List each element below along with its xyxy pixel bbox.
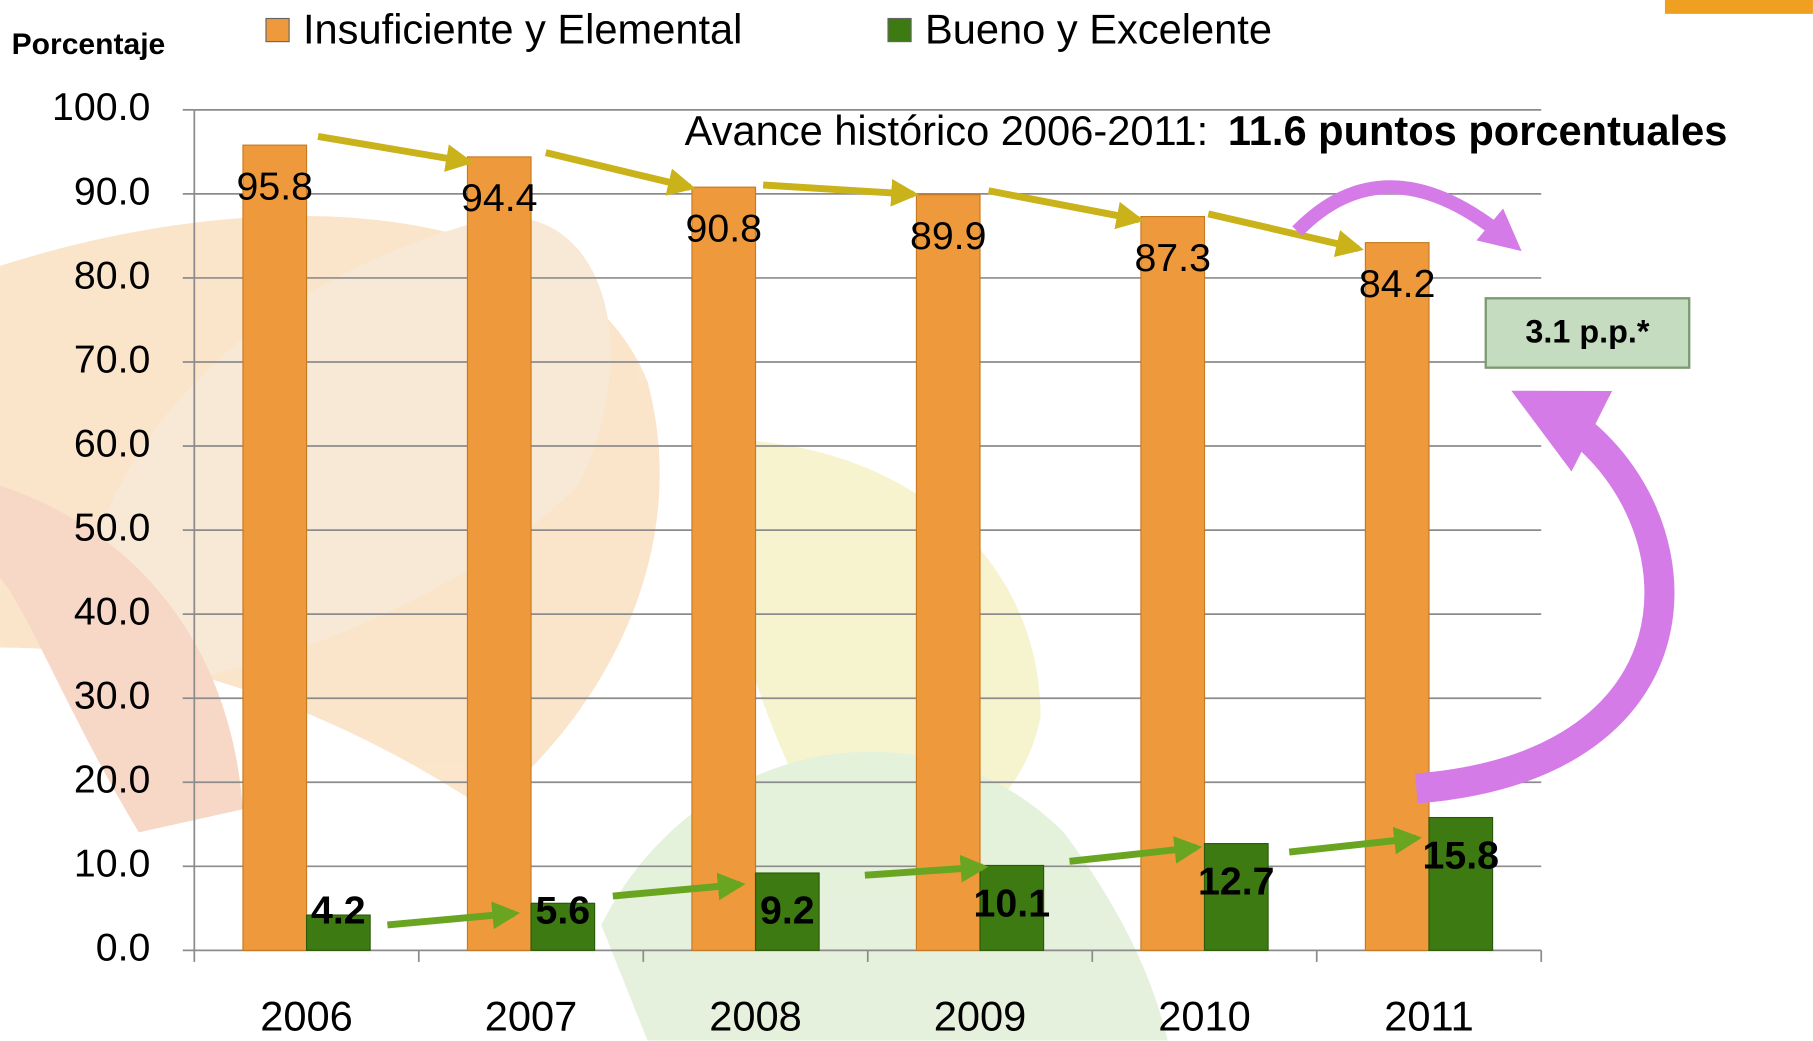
arrow xyxy=(1292,180,1522,252)
x-tick-label: 2011 xyxy=(1384,993,1473,1040)
arrow xyxy=(1415,390,1675,804)
annotation: Avance histórico 2006-2011: xyxy=(685,107,1209,154)
y-tick-label: 50.0 xyxy=(74,505,150,549)
legend-label: Insuficiente y Elemental xyxy=(303,5,742,52)
data-label: 90.8 xyxy=(685,206,761,250)
y-tick-label: 20.0 xyxy=(74,758,150,802)
data-label: 84.2 xyxy=(1359,262,1435,306)
data-label: 5.6 xyxy=(536,889,591,933)
x-tick-label: 2010 xyxy=(1158,993,1251,1040)
data-label: 15.8 xyxy=(1423,833,1499,877)
y-tick-label: 70.0 xyxy=(74,337,150,381)
arrow xyxy=(987,187,1145,230)
bar xyxy=(530,902,596,951)
bar xyxy=(466,156,532,951)
x-tick-label: 2008 xyxy=(709,993,802,1040)
y-tick-label: 100.0 xyxy=(52,85,150,129)
arrow xyxy=(612,872,746,901)
arrow xyxy=(544,149,696,196)
y-tick-label: 40.0 xyxy=(74,590,150,634)
bar xyxy=(1428,816,1494,951)
data-label: 95.8 xyxy=(237,164,313,208)
x-tick-label: 2006 xyxy=(260,993,353,1040)
grid: 0.0 10.0 20.0 30.0 40.0 50.0 60.0 70.0 80.0 90.0 1… xyxy=(52,85,1543,970)
annotation: 11.6 puntos porcentuales xyxy=(1228,107,1727,154)
x-tick-label: 2007 xyxy=(485,993,578,1040)
data-label: 12.7 xyxy=(1198,859,1274,903)
data-label: 87.3 xyxy=(1134,236,1210,280)
corner-decoration xyxy=(1664,0,1813,14)
y-tick-label: 0.0 xyxy=(96,926,151,970)
bar xyxy=(305,914,371,951)
annotation: 3.1 p.p.* xyxy=(1525,314,1649,350)
legend-swatch xyxy=(265,17,290,43)
data-label: 4.2 xyxy=(311,889,366,933)
bar xyxy=(1140,216,1206,951)
y-tick-label: 10.0 xyxy=(74,842,150,886)
arrow xyxy=(864,854,989,883)
trend-arrows xyxy=(317,133,1675,930)
bar xyxy=(754,872,820,951)
data-label: 9.2 xyxy=(760,889,815,933)
y-tick-label: 30.0 xyxy=(74,674,150,718)
arrow xyxy=(317,133,474,172)
legend: Insuficiente y Elemental Bueno y Excelent… xyxy=(265,5,1272,52)
data-label: 94.4 xyxy=(461,176,537,220)
bar xyxy=(979,864,1045,951)
bar xyxy=(915,194,981,951)
data-label: 10.1 xyxy=(974,881,1050,925)
arrow xyxy=(387,901,521,930)
bar xyxy=(691,186,757,951)
legend-label: Bueno y Excelente xyxy=(925,5,1272,52)
legend-swatch xyxy=(887,17,912,43)
x-tick-label: 2009 xyxy=(934,993,1027,1040)
arrow xyxy=(762,179,919,207)
data-label: 89.9 xyxy=(910,214,986,258)
arrow xyxy=(1288,826,1422,856)
arrow xyxy=(1207,210,1364,258)
arrow xyxy=(1069,836,1203,865)
y-tick-label: 60.0 xyxy=(74,421,150,465)
y-tick-label: 90.0 xyxy=(74,169,150,213)
annotation-box xyxy=(1484,297,1691,369)
bar xyxy=(1203,843,1269,951)
bar xyxy=(242,144,308,951)
y-tick-label: 80.0 xyxy=(74,253,150,297)
y-axis-label: Porcentaje xyxy=(12,28,166,61)
